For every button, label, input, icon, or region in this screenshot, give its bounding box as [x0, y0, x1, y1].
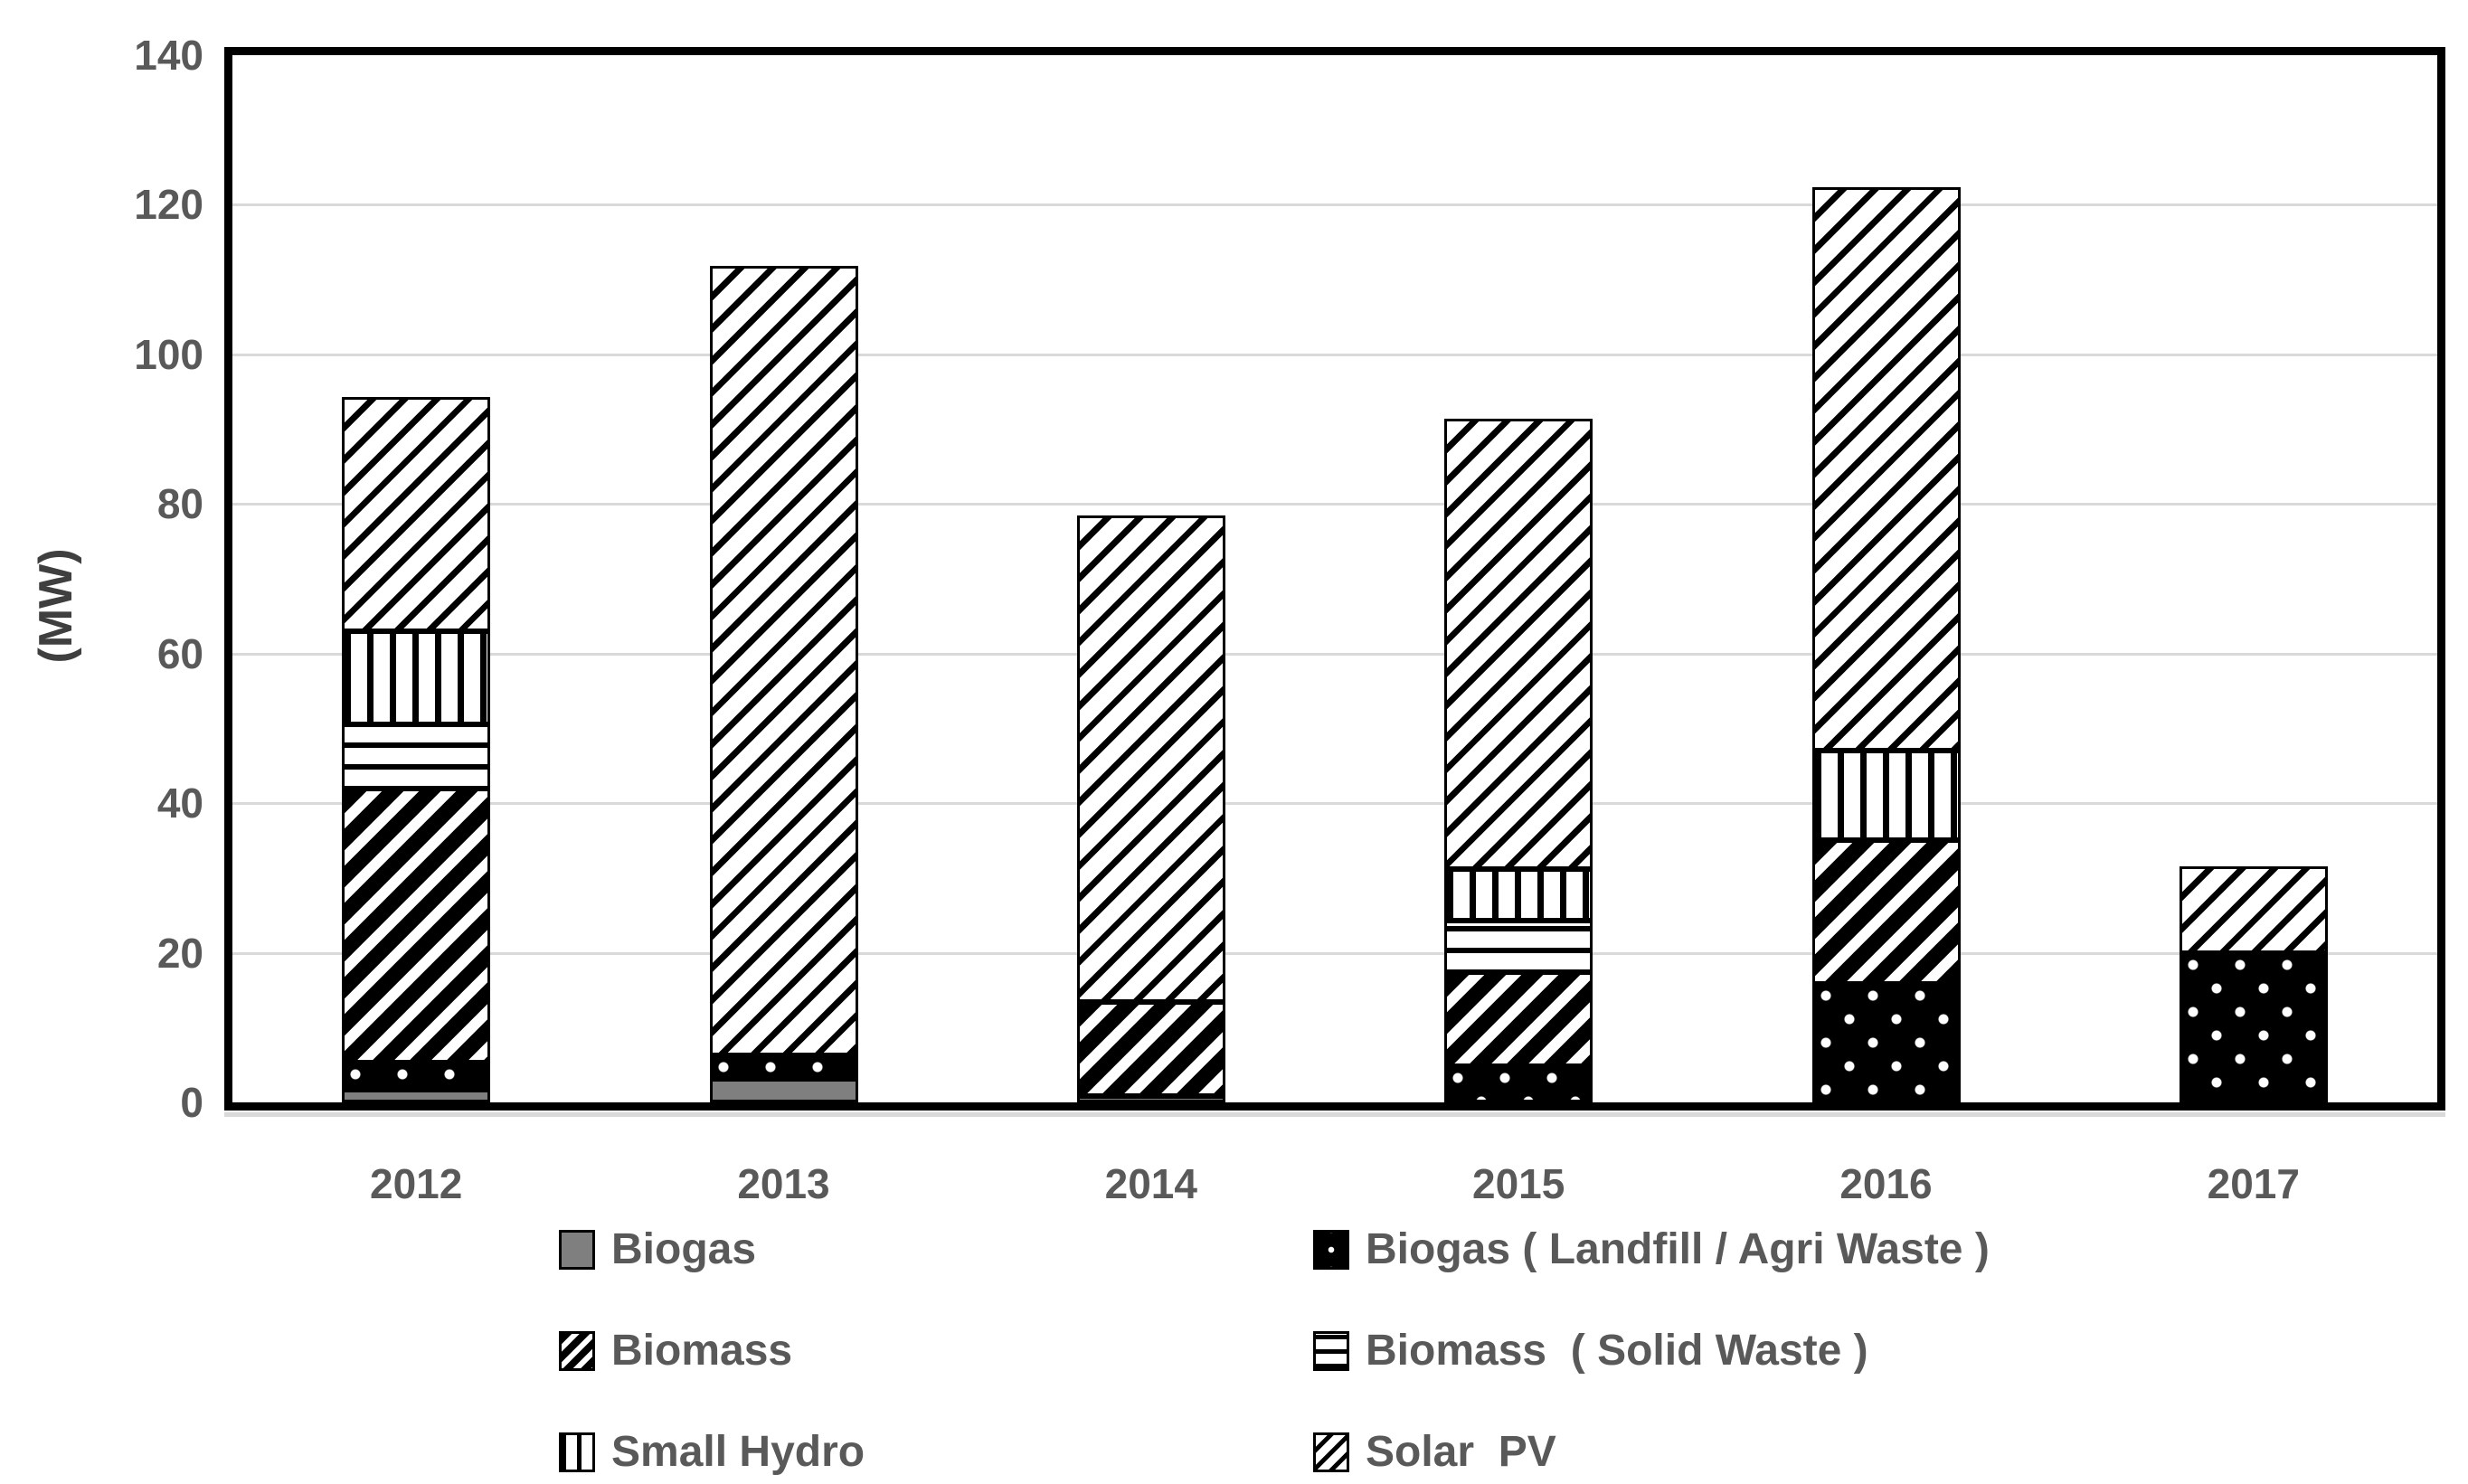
- y-tick-label-60: 60: [156, 629, 203, 677]
- bar-segment-2015-dense-diagonal-stripes: [1444, 972, 1593, 1066]
- bar-segment-2015-white-dots-on-black: [1444, 1066, 1593, 1102]
- gridline-120: [232, 203, 2437, 207]
- bar-segment-2015-vertical-stripes: [1444, 869, 1593, 921]
- bar-2015: [1444, 419, 1593, 1102]
- bar-2013: [709, 266, 858, 1102]
- legend-item-white-dots-on-black: Biogas ( Landfill / Agri Waste ): [1313, 1224, 1990, 1274]
- legend-swatch-solid-gray-icon: [559, 1229, 595, 1270]
- bar-segment-2012-light-diagonal-stripes: [342, 397, 491, 631]
- bar-segment-2014-dense-diagonal-stripes: [1076, 1002, 1225, 1096]
- legend-item-vertical-stripes: Small Hydro: [559, 1427, 865, 1477]
- gridline-20: [232, 951, 2437, 955]
- y-tick-label-0: 0: [180, 1079, 203, 1126]
- y-tick-label-80: 80: [156, 480, 203, 528]
- bar-segment-2014-light-diagonal-stripes: [1076, 515, 1225, 1002]
- bar-segment-2015-light-diagonal-stripes: [1444, 419, 1593, 869]
- plot-area: [224, 47, 2445, 1111]
- gridline-100: [232, 353, 2437, 356]
- y-tick-label-100: 100: [134, 330, 203, 378]
- gridline-80: [232, 503, 2437, 506]
- bar-segment-2013-white-dots-on-black: [709, 1055, 858, 1079]
- legend-label: Solar PV: [1366, 1428, 1556, 1476]
- gridline-40: [232, 802, 2437, 806]
- legend-label: Biogas ( Landfill / Agri Waste ): [1366, 1225, 1990, 1273]
- x-tick-label-2016: 2016: [1839, 1160, 1933, 1207]
- legend-item-horizontal-stripes: Biomass ( Solid Waste ): [1313, 1326, 1868, 1375]
- bar-segment-2013-solid-gray: [709, 1079, 858, 1102]
- y-tick-label-140: 140: [134, 32, 203, 79]
- legend-label: Biomass: [611, 1327, 793, 1375]
- x-tick-label-2013: 2013: [737, 1160, 830, 1207]
- y-tick-label-20: 20: [156, 929, 203, 977]
- bar-segment-2012-white-dots-on-black: [342, 1063, 491, 1090]
- bar-2014: [1076, 515, 1225, 1102]
- legend-item-light-diagonal-stripes: Solar PV: [1313, 1427, 1556, 1477]
- legend-swatch-horizontal-stripes-icon: [1313, 1330, 1349, 1371]
- bar-segment-2014-solid-gray: [1076, 1096, 1225, 1102]
- bar-segment-2013-light-diagonal-stripes: [709, 266, 858, 1055]
- bar-segment-2016-light-diagonal-stripes: [1811, 187, 1961, 751]
- bar-segment-2012-solid-gray: [342, 1090, 491, 1102]
- bar-segment-2016-dense-diagonal-stripes: [1811, 840, 1961, 984]
- legend-item-dense-diagonal-stripes: Biomass: [559, 1326, 792, 1375]
- bar-segment-2012-vertical-stripes: [342, 631, 491, 724]
- bar-segment-2017-light-diagonal-stripes: [2179, 866, 2328, 953]
- x-tick-label-2017: 2017: [2207, 1160, 2300, 1207]
- x-tick-label-2014: 2014: [1104, 1160, 1197, 1207]
- legend-label: Biogas: [611, 1225, 757, 1273]
- bar-segment-2016-vertical-stripes: [1811, 751, 1961, 840]
- y-tick-label-120: 120: [134, 181, 203, 229]
- bar-segment-2015-horizontal-stripes: [1444, 921, 1593, 972]
- legend-label: Biomass ( Solid Waste ): [1366, 1327, 1868, 1375]
- gridline-60: [232, 652, 2437, 656]
- legend-swatch-dense-diagonal-stripes-icon: [559, 1330, 595, 1371]
- legend-item-solid-gray: Biogas: [559, 1224, 756, 1274]
- legend-swatch-vertical-stripes-icon: [559, 1432, 595, 1472]
- x-tick-label-2012: 2012: [369, 1160, 463, 1207]
- bar-2017: [2179, 866, 2328, 1102]
- bar-segment-2017-white-dots-on-black: [2179, 953, 2328, 1102]
- bar-segment-2012-horizontal-stripes: [342, 724, 491, 789]
- bar-segment-2016-white-dots-on-black: [1811, 984, 1961, 1102]
- bar-2012: [342, 397, 491, 1102]
- legend-label: Small Hydro: [611, 1428, 865, 1476]
- bar-segment-2012-dense-diagonal-stripes: [342, 789, 491, 1063]
- axis-underline: [224, 1112, 2445, 1117]
- legend-swatch-white-dots-on-black-icon: [1313, 1229, 1349, 1270]
- y-tick-label-40: 40: [156, 780, 203, 827]
- bar-2016: [1811, 187, 1961, 1102]
- legend-swatch-light-diagonal-stripes-icon: [1313, 1432, 1349, 1472]
- x-tick-label-2015: 2015: [1471, 1160, 1565, 1207]
